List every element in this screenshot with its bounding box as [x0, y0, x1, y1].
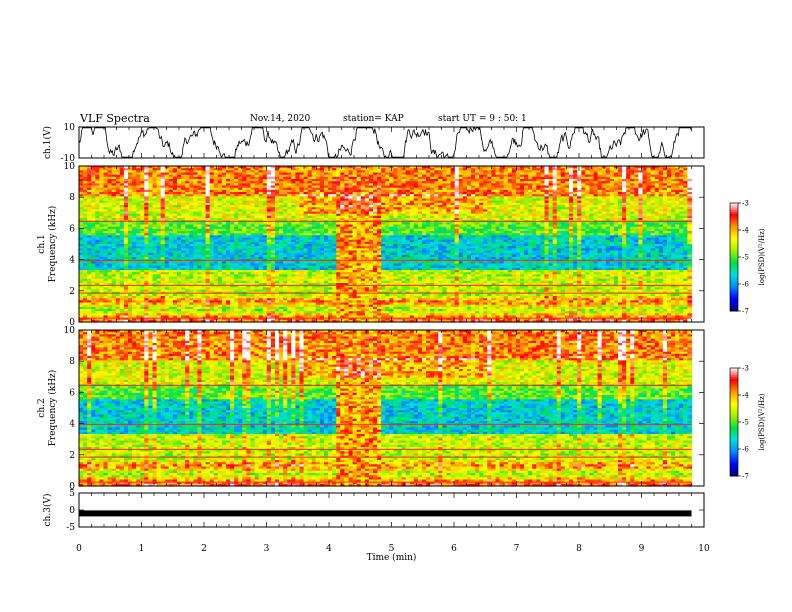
ch1-ytick-label: 10	[64, 123, 76, 133]
ch1-waveform-trace	[79, 128, 692, 157]
ch1-spec-cells	[79, 166, 692, 323]
ch1-ylabel: ch.1(V)	[42, 126, 53, 159]
